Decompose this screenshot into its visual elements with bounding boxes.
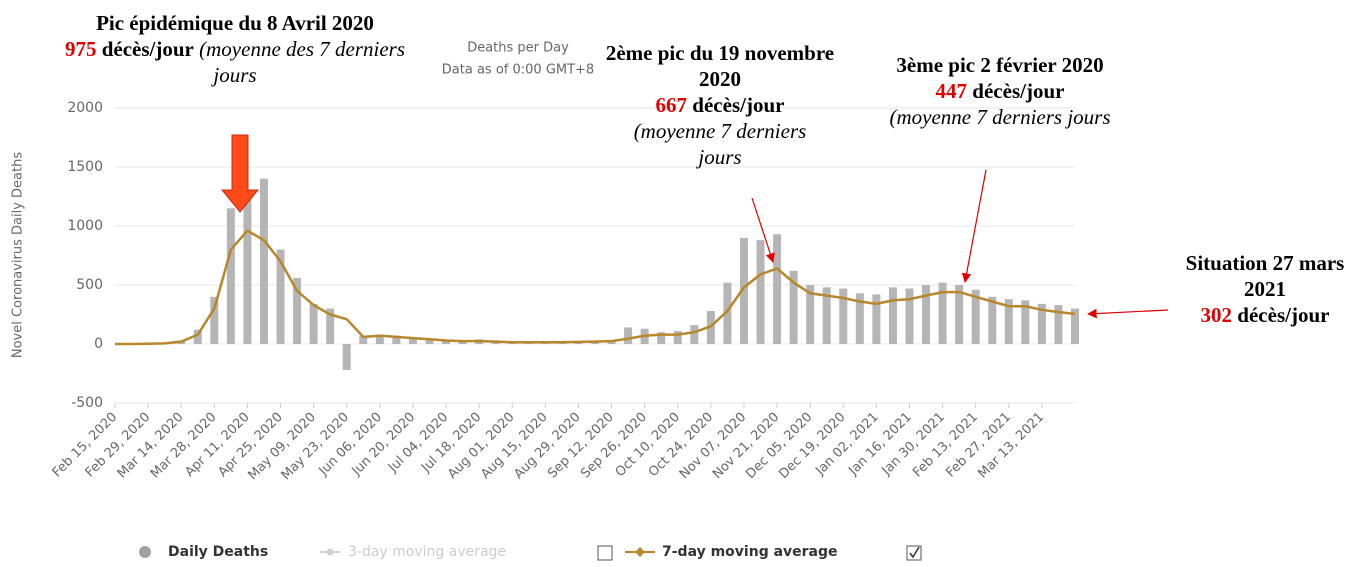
legend-marker: [635, 547, 645, 557]
bar: [673, 331, 682, 344]
bar: [392, 335, 401, 344]
annotation-value: 447: [935, 79, 968, 103]
bar: [375, 334, 384, 344]
y-tick-label: 1000: [67, 218, 103, 234]
annotation: 2ème pic du 19 novembre 2020 667 décès/j…: [600, 40, 840, 170]
bar: [309, 303, 318, 344]
annotation: Pic épidémique du 8 Avril 2020 975 décès…: [60, 10, 410, 88]
bar: [1037, 303, 1046, 344]
bar: [839, 288, 848, 344]
bar: [855, 293, 864, 344]
bar: [243, 196, 252, 344]
legend-label[interactable]: Daily Deaths: [168, 544, 268, 560]
bar: [226, 208, 235, 344]
bar: [756, 240, 765, 344]
annotation-value: 667: [655, 93, 688, 117]
legend: Daily Deaths 3-day moving average 7-day …: [139, 544, 922, 561]
bar: [905, 288, 914, 344]
annotation-title: 3ème pic 2 février 2020: [896, 53, 1104, 77]
y-tick-label: -500: [71, 395, 103, 411]
bar: [1021, 300, 1030, 344]
annotation-title: 2ème pic du 19 novembre 2020: [605, 41, 835, 91]
bar: [1004, 299, 1013, 344]
annotation-unit: décès/jour: [1237, 303, 1330, 327]
bar: [988, 296, 997, 344]
bar: [773, 234, 782, 344]
chart-title: Deaths per Day: [467, 41, 569, 56]
annotation-unit: décès/jour: [972, 79, 1065, 103]
bar: [425, 338, 434, 344]
annotation-title: Situation 27 mars 2021: [1185, 251, 1345, 301]
arrow: [751, 197, 775, 263]
annotation-note: (moyenne 7 derniers jours: [889, 105, 1111, 129]
bar: [955, 285, 964, 344]
bar: [276, 249, 285, 344]
bar: [872, 294, 881, 344]
annotation-unit: décès/jour: [692, 93, 785, 117]
annotation: Situation 27 mars 2021 302 décès/jour: [1170, 250, 1360, 328]
y-tick-label: 1500: [67, 159, 103, 175]
bar: [210, 296, 219, 344]
bar: [359, 335, 368, 344]
y-tick-label: 2000: [67, 100, 103, 116]
bar: [739, 237, 748, 344]
bar: [442, 339, 451, 344]
bar: [342, 344, 351, 370]
y-tick-label: 0: [94, 336, 103, 352]
bar: [293, 277, 302, 344]
legend-label[interactable]: 3-day moving average: [348, 544, 506, 560]
bar: [938, 282, 947, 344]
annotation-unit: décès/jour: [101, 37, 194, 61]
bar: [789, 270, 798, 344]
bar: [259, 178, 268, 344]
legend-marker: [326, 548, 334, 556]
bar: [806, 285, 815, 344]
checkbox[interactable]: [597, 545, 613, 561]
bar: [922, 285, 931, 344]
bar: [822, 287, 831, 344]
bar: [624, 327, 633, 344]
bar: [657, 332, 666, 344]
annotation-value: 302: [1200, 303, 1233, 327]
checkmark: [909, 546, 920, 559]
bar: [971, 289, 980, 344]
annotation-title: Pic épidémique du 8 Avril 2020: [96, 11, 374, 35]
legend-marker: [139, 546, 151, 558]
legend-label[interactable]: 7-day moving average: [662, 544, 838, 560]
bar: [1054, 305, 1063, 344]
moving-average-line: [115, 229, 1076, 346]
bar: [690, 325, 699, 344]
chart-subtitle: Data as of 0:00 GMT+8: [442, 63, 594, 78]
annotation-note: (moyenne 7 derniers jours: [633, 119, 807, 169]
bar: [326, 308, 335, 344]
arrow: [961, 169, 987, 283]
bar: [408, 336, 417, 344]
bar: [723, 282, 732, 344]
bar: [193, 329, 202, 344]
bar: [888, 287, 897, 344]
annotation: 3ème pic 2 février 2020 447 décès/jour (…: [850, 52, 1150, 130]
y-tick-label: 500: [76, 277, 103, 293]
bar: [1071, 308, 1079, 344]
annotation-value: 975: [64, 37, 97, 61]
peak-arrow: [220, 134, 260, 213]
y-axis-label: Novel Coronavirus Daily Deaths: [11, 152, 26, 358]
annotation-note: (moyenne des 7 derniers jours: [199, 37, 405, 87]
arrow: [1087, 308, 1169, 319]
